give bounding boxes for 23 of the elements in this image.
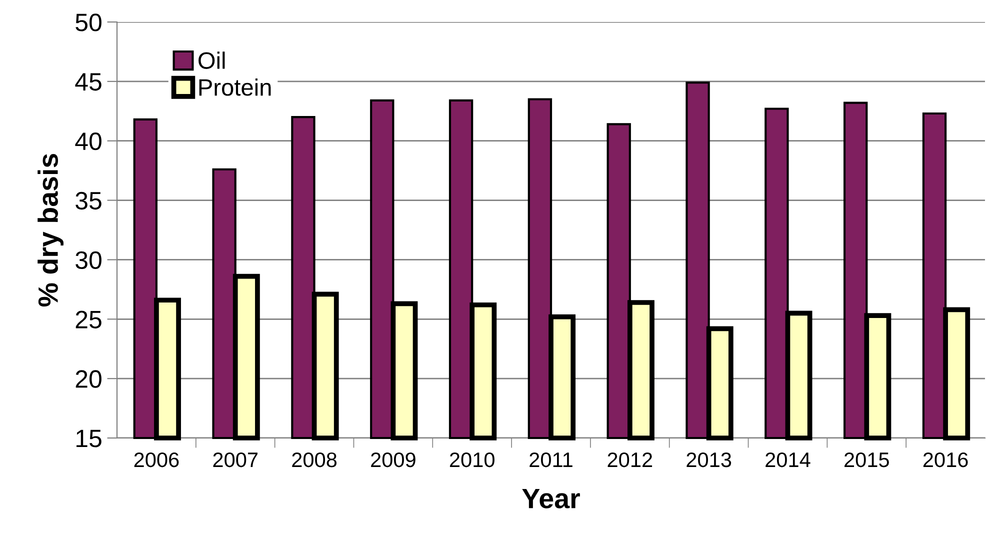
x-tick-label: 2006 [134,452,179,468]
y-tick-label: 25 [76,310,102,328]
x-tick-label: 2009 [371,452,416,468]
y-tick-label: 35 [76,192,102,210]
legend-label: Oil [198,52,225,69]
y-tick-label: 20 [76,370,102,388]
x-tick-label: 2011 [530,452,572,468]
y-axis-title: % dry basis [38,154,64,306]
y-tick-label: 45 [75,73,102,91]
x-tick-label: 2013 [686,452,732,468]
y-tick-label: 40 [75,132,102,150]
y-tick-label: 50 [76,14,102,32]
y-tick-label: 15 [76,430,102,448]
x-tick-label: 2007 [213,452,258,468]
legend-label: Protein [199,78,271,96]
x-tick-label: 2016 [923,452,968,468]
x-tick-label: 2010 [450,452,494,468]
x-tick-label: 2015 [844,452,889,468]
x-tick-label: 2012 [608,452,652,468]
x-tick-label: 2014 [766,452,810,468]
x-tick-label: 2008 [292,452,337,468]
y-tick-label: 30 [76,251,102,270]
x-axis-title: Year [522,488,580,508]
